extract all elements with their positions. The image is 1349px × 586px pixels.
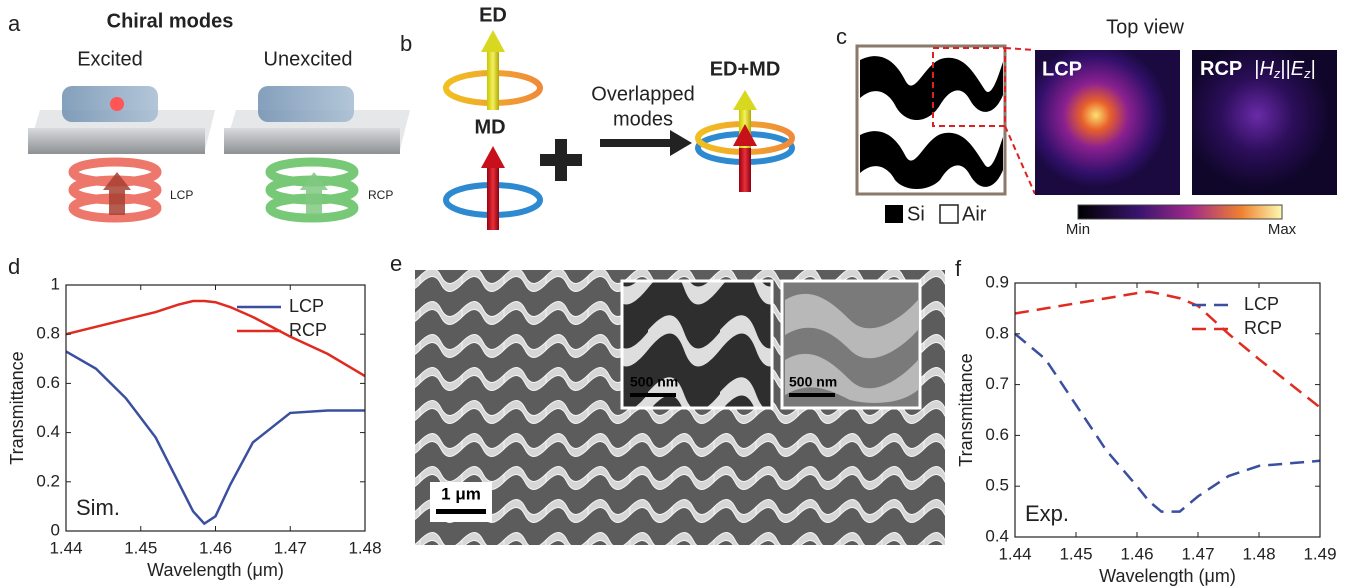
annotation: Sim. <box>76 495 120 520</box>
pipe: || <box>1280 58 1290 80</box>
unit-cell <box>857 46 1035 194</box>
scale-bar <box>436 509 486 514</box>
panel-title: Top view <box>1106 16 1184 38</box>
label: LCP <box>170 188 193 202</box>
label: MD <box>474 116 505 138</box>
panel-letter: e <box>390 251 402 276</box>
label: Unexcited <box>264 48 353 70</box>
y-tick-label: 0.2 <box>36 471 60 490</box>
x-axis-label: Wavelength (μm) <box>1099 566 1236 586</box>
y-tick-label: 0.6 <box>36 373 60 392</box>
x-tick-label: 1.44 <box>998 544 1031 563</box>
y-tick-label: 0.9 <box>985 272 1009 291</box>
panel-letter: d <box>8 254 20 279</box>
y-tick-label: 0 <box>51 520 60 539</box>
x-tick-label: 1.45 <box>124 538 157 557</box>
legend-swatch <box>885 205 903 223</box>
x-axis-label: Wavelength (μm) <box>147 560 284 580</box>
combined-illustration <box>698 90 792 192</box>
figure: a Chiral modes Excited Unexcited LCP RCP… <box>0 0 1349 586</box>
legend-label: RCP <box>1244 318 1282 338</box>
label: modes <box>613 108 673 130</box>
arrow <box>600 130 692 156</box>
x-tick-label: 1.47 <box>274 538 307 557</box>
colorbar-label: Min <box>1066 221 1090 238</box>
ed-illustration <box>446 30 540 110</box>
label: ED <box>479 4 507 26</box>
scale-label: 1 μm <box>441 484 481 503</box>
x-tick-label: 1.44 <box>49 538 82 557</box>
panel-letter: f <box>955 256 962 281</box>
scale-bar <box>789 393 835 397</box>
label: LCP <box>1042 58 1082 80</box>
y-tick-label: 0.8 <box>36 324 60 343</box>
label: RCP <box>368 188 393 202</box>
legend-label: RCP <box>289 320 327 340</box>
data-line <box>1015 334 1320 512</box>
y-tick-label: 1 <box>51 274 60 293</box>
x-tick-label: 1.47 <box>1181 544 1214 563</box>
symbol: E <box>1291 58 1305 80</box>
panel-letter: a <box>8 11 21 36</box>
plus-sign <box>540 139 582 181</box>
label: Excited <box>77 48 143 70</box>
label: ED+MD <box>710 58 781 80</box>
y-tick-label: 0.4 <box>36 422 60 441</box>
panel-letter: c <box>836 24 847 49</box>
pipe: | <box>1311 58 1316 80</box>
y-tick-label: 0.6 <box>985 425 1009 444</box>
panel-title: Chiral modes <box>107 10 234 32</box>
colorbar-label: Max <box>1268 221 1297 238</box>
legend-swatch <box>940 205 958 223</box>
x-tick-label: 1.49 <box>1303 544 1336 563</box>
x-tick-label: 1.46 <box>199 538 232 557</box>
scale-bar <box>630 393 676 397</box>
legend-label: LCP <box>1244 294 1279 314</box>
md-illustration <box>446 146 540 230</box>
y-tick-label: 0.8 <box>985 323 1009 342</box>
panel-letter: b <box>400 31 412 56</box>
y-tick-label: 0.7 <box>985 374 1009 393</box>
x-tick-label: 1.48 <box>348 538 381 557</box>
symbol: H <box>1259 58 1274 80</box>
legend-label: Si <box>907 203 925 225</box>
page: a Chiral modes Excited Unexcited LCP RCP… <box>0 0 1349 586</box>
colorbar <box>1078 205 1282 219</box>
y-tick-label: 0.4 <box>985 526 1009 545</box>
field-label: RCP|Hz||Ez| <box>1200 58 1316 81</box>
label: Overlapped <box>591 83 694 105</box>
legend-label: LCP <box>289 296 324 316</box>
x-tick-label: 1.48 <box>1242 544 1275 563</box>
label: RCP <box>1200 58 1242 80</box>
y-axis-label: Transmittance <box>956 353 976 466</box>
x-tick-label: 1.45 <box>1059 544 1092 563</box>
scale-label: 500 nm <box>789 374 837 390</box>
scale-label: 500 nm <box>630 374 678 390</box>
legend-label: Air <box>962 203 987 225</box>
y-tick-label: 0.5 <box>985 476 1009 495</box>
annotation: Exp. <box>1025 501 1069 526</box>
x-tick-label: 1.46 <box>1120 544 1153 563</box>
y-axis-label: Transmittance <box>7 351 27 464</box>
